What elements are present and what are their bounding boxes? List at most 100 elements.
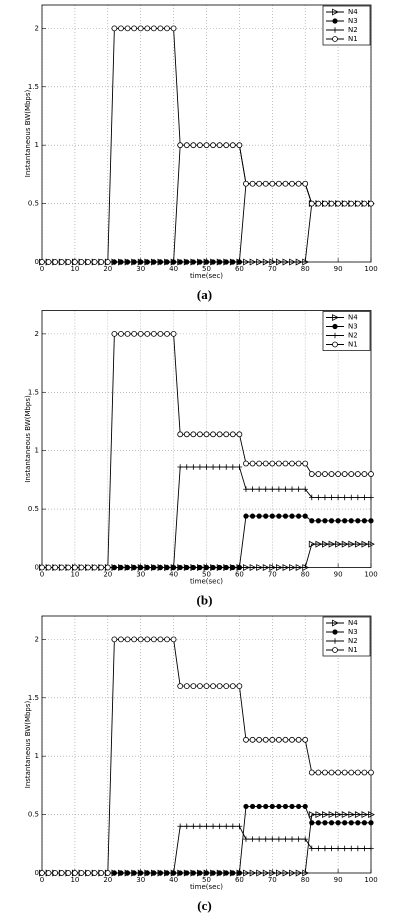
data-point — [249, 180, 256, 187]
data-point — [190, 823, 197, 830]
y-tick-label: 1.5 — [28, 388, 39, 396]
x-tick-label: 90 — [334, 876, 343, 884]
data-point — [111, 870, 118, 876]
data-point — [308, 769, 315, 776]
data-point — [216, 464, 223, 470]
data-point — [210, 431, 216, 438]
legend-label: N4 — [348, 619, 358, 627]
data-point — [289, 180, 295, 187]
x-tick-label: 100 — [364, 571, 377, 579]
data-point — [256, 460, 263, 467]
data-point — [184, 564, 190, 571]
y-tick-label: 0 — [35, 564, 39, 572]
data-point — [355, 494, 361, 501]
data-point — [276, 513, 282, 519]
data-point — [124, 564, 131, 571]
y-tick-label: 2 — [35, 635, 39, 643]
data-point — [295, 486, 302, 493]
x-tick-label: 10 — [70, 571, 79, 579]
legend-marker — [332, 629, 338, 635]
data-point — [39, 564, 45, 571]
data-point — [216, 683, 223, 689]
data-point — [203, 464, 210, 470]
data-point — [170, 25, 177, 32]
legend-box — [322, 5, 371, 46]
data-point — [45, 259, 52, 265]
data-point — [249, 803, 256, 810]
y-tick-label: 2 — [35, 24, 39, 32]
data-point — [348, 820, 354, 826]
data-point — [230, 564, 236, 571]
data-point — [85, 870, 91, 876]
legend-label: N2 — [348, 26, 358, 34]
data-point — [236, 259, 242, 265]
data-point — [335, 769, 342, 776]
data-point — [223, 431, 230, 438]
data-point — [104, 870, 111, 876]
data-point — [177, 823, 183, 830]
data-point — [368, 540, 375, 548]
data-point — [203, 564, 210, 571]
x-tick-label: 70 — [268, 876, 277, 884]
data-point — [262, 836, 269, 842]
data-point — [302, 736, 309, 743]
data-point — [111, 636, 118, 643]
caption: (c) — [197, 898, 211, 913]
x-tick-label: 10 — [70, 876, 79, 884]
legend-marker — [332, 619, 339, 627]
data-point — [236, 142, 243, 149]
y-tick-label: 0 — [35, 258, 39, 266]
data-point — [91, 564, 98, 571]
data-point — [150, 25, 157, 32]
data-point — [164, 330, 170, 337]
data-point — [322, 494, 328, 501]
data-point — [348, 518, 354, 524]
data-point — [361, 769, 368, 776]
data-point — [190, 142, 197, 149]
data-point — [328, 820, 335, 826]
data-point — [354, 200, 361, 207]
data-point — [295, 180, 302, 187]
data-point — [164, 25, 170, 32]
data-point — [58, 870, 65, 876]
data-point — [52, 564, 59, 571]
data-point — [164, 636, 170, 643]
data-point — [308, 811, 316, 819]
legend-box — [322, 311, 371, 351]
data-point — [368, 518, 374, 524]
data-point — [104, 259, 111, 265]
data-point — [315, 820, 321, 826]
x-tick-label: 30 — [136, 265, 145, 273]
data-point — [243, 869, 250, 877]
data-point — [190, 464, 197, 470]
data-point — [341, 540, 349, 548]
x-tick-label: 70 — [268, 265, 277, 273]
data-point — [289, 736, 295, 743]
data-point — [190, 564, 196, 571]
data-point — [65, 259, 72, 265]
data-point — [341, 471, 348, 477]
data-point — [111, 25, 118, 32]
x-tick-label: 70 — [268, 571, 277, 579]
data-point — [341, 200, 348, 207]
data-point — [118, 870, 124, 876]
x-tick-label: 30 — [136, 876, 145, 884]
data-point — [302, 180, 309, 187]
y-tick-label: 1.5 — [28, 694, 39, 702]
data-point — [157, 636, 164, 643]
data-point — [309, 518, 315, 524]
x-tick-label: 60 — [235, 876, 244, 884]
data-point — [335, 494, 341, 501]
data-point — [157, 870, 164, 876]
y-tick-label: 1 — [35, 141, 39, 149]
data-point — [282, 869, 290, 877]
x-axis-label: time(sec) — [190, 272, 223, 280]
data-point — [322, 820, 328, 826]
data-point — [124, 636, 131, 643]
legend-marker — [332, 27, 338, 33]
data-point — [164, 870, 170, 876]
data-point — [144, 25, 151, 32]
data-point — [203, 870, 210, 876]
data-point — [282, 460, 289, 467]
data-point — [328, 494, 335, 501]
